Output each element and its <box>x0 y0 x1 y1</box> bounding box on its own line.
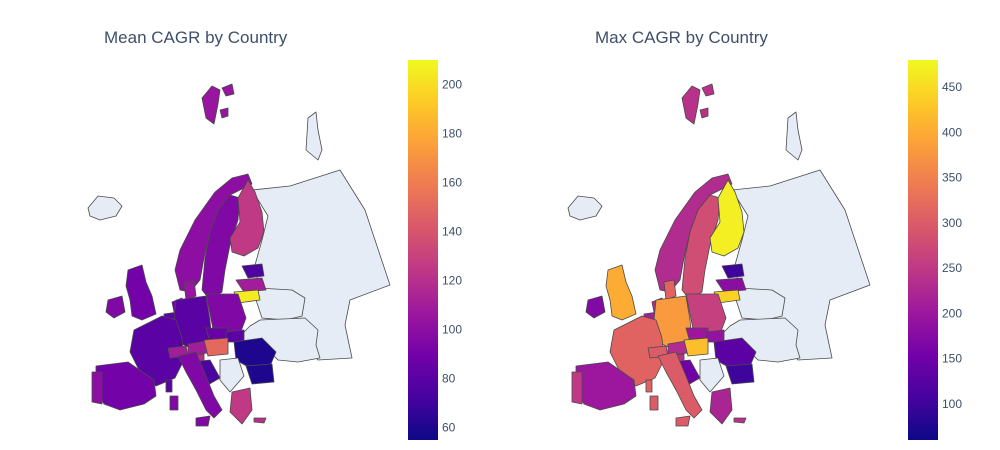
country-denmark[interactable]: Denmark: 310 <box>663 279 677 301</box>
colorbar-tick-label: 80 <box>442 372 456 386</box>
colorbar-tick-label: 250 <box>942 261 962 275</box>
colorbar-tick-label: 120 <box>442 274 462 288</box>
country-cyprus[interactable]: Cyprus: 120 <box>253 417 267 424</box>
map-countries: RussiaRussiaBelarusUkraineIcelandSvalbar… <box>567 83 871 427</box>
country-finland[interactable]: Finland: 470 <box>709 179 745 257</box>
country-serbia[interactable]: Serbia <box>699 357 725 393</box>
country-estonia[interactable]: Estonia: 75 <box>241 263 265 279</box>
map-title: Mean CAGR by Country <box>104 28 288 47</box>
country-portugal[interactable]: Portugal: 100 <box>91 371 103 405</box>
colorbar-tick-label: 150 <box>942 352 962 366</box>
country-svalbard[interactable]: Svalbard: 240 <box>681 85 701 125</box>
country-belarus[interactable]: Belarus <box>735 287 786 321</box>
country-united-kingdom[interactable]: United Kingdom: 90 <box>125 264 157 321</box>
country-united-kingdom[interactable]: United Kingdom: 400 <box>605 264 637 321</box>
country-sardinia[interactable]: Sardinia: 300 <box>649 395 659 411</box>
country-denmark[interactable]: Denmark: 105 <box>183 279 197 301</box>
country-svalbard[interactable]: Svalbard: 105 <box>201 85 221 125</box>
map-countries: RussiaRussiaBelarusUkraineIcelandSvalbar… <box>87 83 391 427</box>
country-hungary[interactable]: Hungary: 150 <box>203 337 229 357</box>
country-slovakia[interactable]: Slovakia: 190 <box>705 329 725 343</box>
country-bulgaria[interactable]: Bulgaria: 60 <box>245 363 275 385</box>
country-svalbard[interactable]: Svalbard: 105 <box>219 107 229 119</box>
choropleth-map[interactable]: RussiaRussiaBelarusUkraineIcelandSvalbar… <box>0 0 500 450</box>
country-iceland[interactable]: Iceland <box>87 195 123 221</box>
country-ireland[interactable]: Ireland: 170 <box>585 295 606 319</box>
colorbar-tick-label: 100 <box>442 323 462 337</box>
country-corsica[interactable]: Corsica: 310 <box>645 379 653 393</box>
colorbar-tick-label: 400 <box>942 125 962 139</box>
country-sicily[interactable]: Sicily: 300 <box>675 415 691 427</box>
country-portugal[interactable]: Portugal: 250 <box>571 371 583 405</box>
country-belarus[interactable]: Belarus <box>255 287 306 321</box>
country-svalbard[interactable]: Svalbard: 240 <box>699 107 709 119</box>
country-italy[interactable]: Italy: 300 <box>657 351 703 419</box>
colorbar-gradient <box>408 60 438 440</box>
country-ireland[interactable]: Ireland: 95 <box>105 295 126 319</box>
colorbar-tick-label: 450 <box>942 80 962 94</box>
country-hungary[interactable]: Hungary: 420 <box>683 337 709 357</box>
colorbar-tick-label: 200 <box>442 78 462 92</box>
country-cyprus[interactable]: Cyprus: 240 <box>733 417 747 424</box>
country-sicily[interactable]: Sicily: 95 <box>195 415 211 427</box>
colorbar-tick-label: 140 <box>442 225 462 239</box>
choropleth-map[interactable]: RussiaRussiaBelarusUkraineIcelandSvalbar… <box>500 0 1000 450</box>
country-italy[interactable]: Italy: 95 <box>177 351 223 419</box>
max-cagr-map-panel: Max CAGR by Country RussiaRussiaBelarusU… <box>500 0 1000 450</box>
colorbar-tick-label: 300 <box>942 216 962 230</box>
colorbar-tick-label: 60 <box>442 421 456 435</box>
colorbar-tick-label: 350 <box>942 171 962 185</box>
country-greece[interactable]: Greece: 125 <box>229 387 253 425</box>
colorbar-tick-label: 200 <box>942 306 962 320</box>
country-france[interactable]: France: 310 <box>609 315 665 387</box>
colorbar-tick-label: 160 <box>442 176 462 190</box>
country-russia[interactable]: Russia <box>305 111 323 161</box>
country-bulgaria[interactable]: Bulgaria: 100 <box>725 363 755 385</box>
country-finland[interactable]: Finland: 125 <box>229 179 265 257</box>
country-latvia[interactable]: Latvia: 180 <box>715 277 747 293</box>
country-russia[interactable]: Russia <box>785 111 803 161</box>
country-greece[interactable]: Greece: 220 <box>709 387 733 425</box>
country-corsica[interactable]: Corsica: 80 <box>165 379 173 393</box>
country-iceland[interactable]: Iceland <box>567 195 603 221</box>
colorbar-tick-label: 100 <box>942 397 962 411</box>
colorbar: 100 150 200 250 300 350 400 450 <box>908 60 962 440</box>
country-poland[interactable]: Poland: 260 <box>685 293 727 335</box>
country-serbia[interactable]: Serbia <box>219 357 245 393</box>
colorbar: 60 80 100 120 140 160 180 200 <box>408 60 462 440</box>
country-france[interactable]: France: 80 <box>129 315 185 387</box>
country-slovakia[interactable]: Slovakia: 80 <box>225 329 245 343</box>
mean-cagr-map-panel: Mean CAGR by Country RussiaRussiaBelarus… <box>0 0 500 450</box>
country-poland[interactable]: Poland: 95 <box>205 293 247 335</box>
country-svalbard[interactable]: Svalbard: 105 <box>221 83 235 97</box>
map-title: Max CAGR by Country <box>595 28 768 47</box>
country-sardinia[interactable]: Sardinia: 95 <box>169 395 179 411</box>
colorbar-tick-label: 180 <box>442 127 462 141</box>
country-estonia[interactable]: Estonia: 100 <box>721 263 745 279</box>
colorbar-gradient <box>908 60 938 440</box>
country-svalbard[interactable]: Svalbard: 240 <box>701 83 715 97</box>
country-latvia[interactable]: Latvia: 110 <box>235 277 267 293</box>
